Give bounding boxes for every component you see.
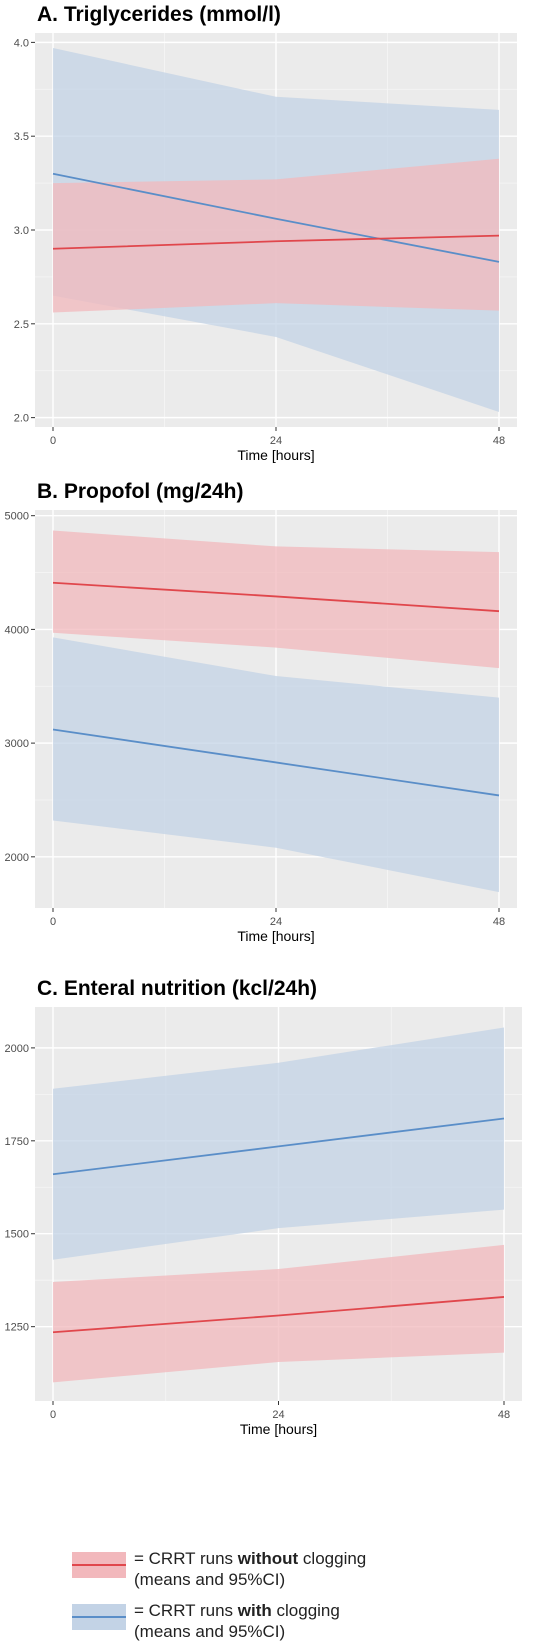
legend: = CRRT runs without clogging (means and … bbox=[0, 1548, 554, 1648]
ci-band-with-clogging bbox=[53, 637, 499, 893]
y-tick-label: 3.5 bbox=[14, 131, 29, 143]
y-tick-label: 1500 bbox=[5, 1229, 29, 1241]
x-tick-label: 0 bbox=[50, 916, 56, 928]
chart-3: C. Enteral nutrition (kcl/24h) 1250 1500 17… bbox=[5, 977, 522, 1437]
y-tick-label: 1250 bbox=[5, 1322, 29, 1334]
chart-2: B. Propofol (mg/24h) 2000 3000 4000 5000 0 24 4… bbox=[5, 480, 517, 944]
y-tick-label: 3000 bbox=[5, 738, 29, 750]
mean-line-with-clogging bbox=[52, 1117, 505, 1176]
legend-line-with bbox=[72, 1616, 126, 1618]
x-tick-label: 48 bbox=[493, 916, 505, 928]
y-tick-label: 2.5 bbox=[14, 319, 29, 331]
legend-text-with: = CRRT runs with clogging (means and 95%… bbox=[134, 1601, 340, 1641]
mean-line-with-clogging bbox=[52, 172, 500, 263]
ci-band-with-clogging bbox=[53, 1027, 504, 1260]
legend-text-without: = CRRT runs without clogging (means and … bbox=[134, 1549, 367, 1589]
ci-band-without-clogging bbox=[53, 158, 499, 313]
mean-line-with-clogging bbox=[52, 728, 500, 797]
x-axis-label: Time [hours] bbox=[237, 928, 314, 944]
x-tick-label: 24 bbox=[270, 916, 282, 928]
x-tick-label: 24 bbox=[272, 1409, 284, 1421]
y-tick-label: 5000 bbox=[5, 511, 29, 523]
x-axis-label: Time [hours] bbox=[237, 447, 314, 463]
mean-line-without-clogging bbox=[52, 581, 500, 613]
mean-line-without-clogging bbox=[52, 234, 500, 250]
ci-band-without-clogging bbox=[53, 530, 499, 669]
charts-area: A. Triglycerides (mmol/l) 2.0 2.5 3.0 3.5 4.0… bbox=[5, 3, 522, 1437]
y-tick-label: 4000 bbox=[5, 624, 29, 636]
y-tick-label: 2000 bbox=[5, 1043, 29, 1055]
y-tick-label: 2000 bbox=[5, 852, 29, 864]
y-tick-label: 2.0 bbox=[14, 413, 29, 425]
x-tick-label: 48 bbox=[493, 435, 505, 447]
chart-1: A. Triglycerides (mmol/l) 2.0 2.5 3.0 3.5 4.0… bbox=[14, 3, 517, 463]
y-tick-label: 4.0 bbox=[14, 37, 29, 49]
x-tick-label: 0 bbox=[50, 435, 56, 447]
legend-line-without bbox=[72, 1564, 126, 1566]
chart-title: A. Triglycerides (mmol/l) bbox=[37, 3, 281, 26]
y-tick-label: 3.0 bbox=[14, 225, 29, 237]
chart-title: B. Propofol (mg/24h) bbox=[37, 480, 244, 503]
ci-band-without-clogging bbox=[53, 1244, 504, 1383]
y-tick-label: 1750 bbox=[5, 1136, 29, 1148]
x-tick-label: 24 bbox=[270, 435, 282, 447]
chart-title: C. Enteral nutrition (kcl/24h) bbox=[37, 977, 317, 1000]
x-axis-label: Time [hours] bbox=[240, 1421, 317, 1437]
x-tick-label: 0 bbox=[50, 1409, 56, 1421]
x-tick-label: 48 bbox=[498, 1409, 510, 1421]
mean-line-without-clogging bbox=[52, 1296, 505, 1334]
